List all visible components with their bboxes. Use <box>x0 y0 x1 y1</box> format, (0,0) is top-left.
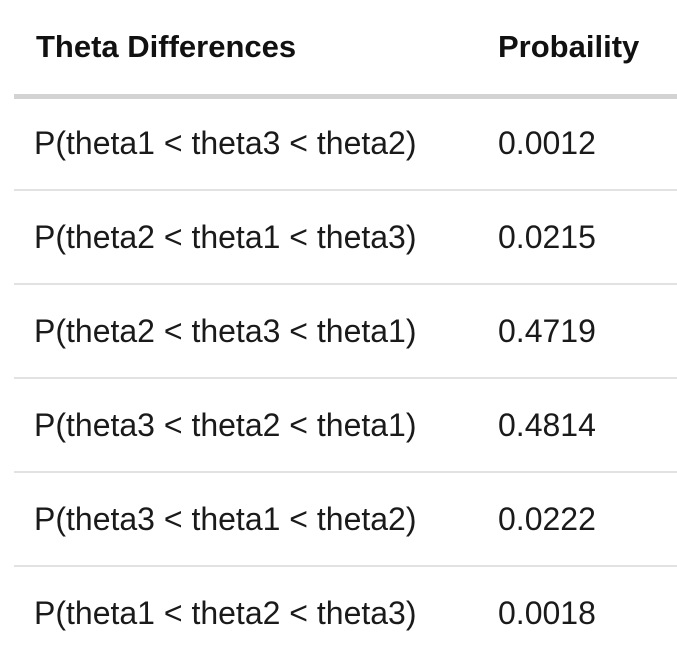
table-row: P(theta3 < theta2 < theta1) 0.4814 <box>14 378 677 473</box>
row-label: P(theta2 < theta1 < theta3) <box>14 190 498 285</box>
row-label: P(theta3 < theta2 < theta1) <box>14 378 498 473</box>
row-probability: 0.0018 <box>498 595 596 631</box>
table-row: P(theta2 < theta3 < theta1) 0.4719 <box>14 284 677 379</box>
table-row: P(theta1 < theta2 < theta3) 0.0018 <box>14 566 677 660</box>
theta-probability-table: Theta Differences Probaility P(theta1 < … <box>14 0 677 660</box>
row-label: P(theta3 < theta1 < theta2) <box>14 472 498 567</box>
row-probability: 0.0012 <box>498 96 677 191</box>
row-label: P(theta1 < theta3 < theta2) <box>14 96 498 191</box>
table-body: P(theta1 < theta3 < theta2) 0.0012 P(the… <box>14 96 677 660</box>
row-probability: 0.4719 <box>498 284 677 379</box>
table-row: P(theta3 < theta1 < theta2) 0.0222 <box>14 472 677 567</box>
row-probability: 0.0215 <box>498 190 677 285</box>
row-label: P(theta1 < theta2 < theta3) <box>34 595 417 631</box>
row-probability: 0.4814 <box>498 378 677 473</box>
probability-table-container: Theta Differences Probaility P(theta1 < … <box>14 0 677 660</box>
table-row: P(theta1 < theta3 < theta2) 0.0012 <box>14 96 677 191</box>
header-probability: Probaility <box>498 0 677 99</box>
table-row: P(theta2 < theta1 < theta3) 0.0215 <box>14 190 677 285</box>
header-row: Theta Differences Probaility <box>14 0 677 99</box>
header-theta-differences: Theta Differences <box>14 0 498 99</box>
row-probability: 0.0222 <box>498 472 677 567</box>
row-label: P(theta2 < theta3 < theta1) <box>14 284 498 379</box>
table-header: Theta Differences Probaility <box>14 0 677 99</box>
